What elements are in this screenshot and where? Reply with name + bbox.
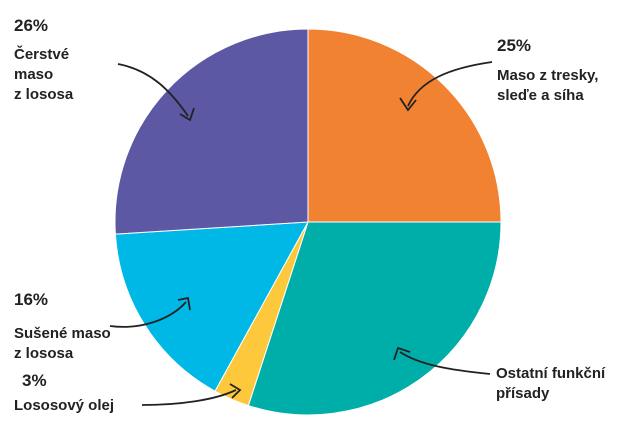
arrow: [229, 383, 242, 399]
arrow: [399, 351, 491, 375]
value-label: 16%: [14, 290, 49, 309]
value-label: 26%: [14, 16, 49, 35]
arrow: [109, 301, 187, 328]
arrow: [393, 346, 411, 361]
arrow: [179, 107, 195, 122]
arrow: [141, 389, 237, 406]
arrow: [117, 63, 189, 117]
category-label: Ostatní funkční přísady: [496, 365, 606, 402]
arrow: [407, 61, 493, 107]
slices: [114, 28, 502, 416]
arrow: [177, 296, 191, 311]
arrow: [399, 97, 417, 112]
category-label: Maso z tresky, sleďe a síha: [497, 67, 599, 104]
arrows: [109, 61, 493, 406]
category-label: Lososový olej: [14, 397, 115, 414]
category-label: Čerstvé maso z lososa: [14, 46, 74, 103]
category-label: Sušené maso z lososa: [14, 325, 111, 362]
slice: [247, 221, 502, 416]
slice: [307, 28, 502, 223]
slice: [114, 28, 309, 235]
value-label: 3%: [22, 371, 47, 390]
value-label: 25%: [497, 36, 532, 55]
